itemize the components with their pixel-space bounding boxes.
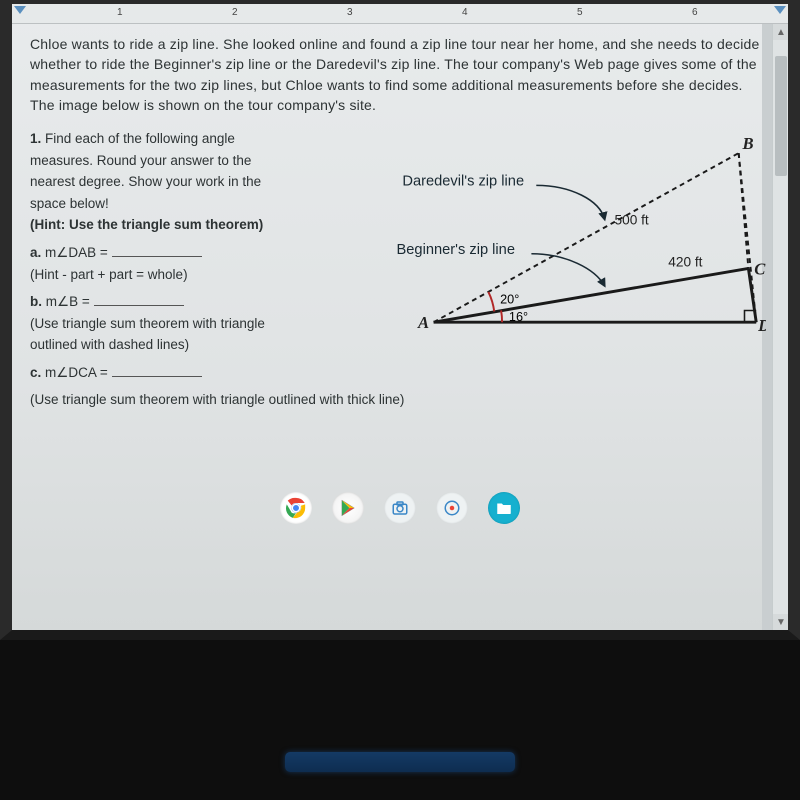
gallery-icon[interactable] bbox=[436, 492, 468, 524]
angle-CAD-mark bbox=[501, 311, 502, 323]
question-number: 1. bbox=[30, 131, 41, 146]
laptop-screen: 1 2 3 4 5 6 ▲ ▼ Chloe wants to ride a zi… bbox=[0, 0, 800, 640]
left-indent-marker[interactable] bbox=[14, 6, 26, 18]
vertex-A: A bbox=[417, 313, 429, 332]
laptop-bezel bbox=[0, 640, 800, 800]
subq-c-text: m∠DCA = bbox=[41, 365, 108, 380]
angle-CAD-value: 16° bbox=[509, 310, 528, 324]
segment-BD bbox=[739, 153, 757, 322]
ruler-mark: 3 bbox=[347, 7, 353, 18]
scroll-thumb[interactable] bbox=[775, 56, 787, 176]
ruler-mark: 2 bbox=[232, 7, 238, 18]
subq-a-label: a. bbox=[30, 245, 41, 260]
intro-paragraph: Chloe wants to ride a zip line. She look… bbox=[30, 34, 766, 115]
right-indent-marker[interactable] bbox=[774, 6, 786, 18]
question-lead: Find each of the following angle bbox=[41, 131, 235, 146]
chrome-icon[interactable] bbox=[280, 492, 312, 524]
ruler-mark: 4 bbox=[462, 7, 468, 18]
scroll-up-button[interactable]: ▲ bbox=[773, 24, 789, 40]
question-hint-main: (Hint: Use the triangle sum theorem) bbox=[30, 215, 365, 235]
zipline-diagram: Daredevil's zip line Beginner's zip line… bbox=[375, 129, 766, 359]
camera-icon[interactable] bbox=[384, 492, 416, 524]
beginner-pointer bbox=[531, 254, 604, 286]
subq-b-hint: outlined with dashed lines) bbox=[30, 335, 365, 355]
ruler-mark: 6 bbox=[692, 7, 698, 18]
segment-BC bbox=[739, 153, 749, 268]
question-text-column: 1. Find each of the following angle meas… bbox=[30, 129, 365, 384]
question-lead: space below! bbox=[30, 194, 365, 214]
vertical-scrollbar[interactable]: ▲ ▼ bbox=[772, 24, 788, 630]
ab-length: 500 ft bbox=[614, 213, 648, 228]
answer-blank-a[interactable] bbox=[112, 244, 202, 258]
daredevil-pointer bbox=[536, 186, 604, 220]
question-lead: measures. Round your answer to the bbox=[30, 151, 365, 171]
diagram-column: Daredevil's zip line Beginner's zip line… bbox=[375, 129, 766, 384]
daredevil-label: Daredevil's zip line bbox=[402, 174, 524, 190]
answer-blank-c[interactable] bbox=[112, 363, 202, 377]
subq-b-hint: (Use triangle sum theorem with triangle bbox=[30, 314, 365, 334]
angle-BAC-mark bbox=[488, 292, 494, 312]
subq-c-label: c. bbox=[30, 365, 41, 380]
subq-b-text: m∠B = bbox=[42, 294, 90, 309]
ruler-mark: 5 bbox=[577, 7, 583, 18]
taskbar bbox=[280, 492, 520, 524]
scroll-down-button[interactable]: ▼ bbox=[773, 614, 789, 630]
subq-c-hint: (Use triangle sum theorem with triangle … bbox=[30, 390, 766, 410]
question-lead: nearest degree. Show your work in the bbox=[30, 172, 365, 192]
beginner-label: Beginner's zip line bbox=[397, 242, 516, 258]
vertex-B: B bbox=[742, 134, 754, 153]
subq-a-hint: (Hint - part + part = whole) bbox=[30, 265, 365, 285]
ac-length: 420 ft bbox=[668, 255, 702, 270]
document-body: Chloe wants to ride a zip line. She look… bbox=[12, 24, 788, 420]
play-store-icon[interactable] bbox=[332, 492, 364, 524]
ruler: 1 2 3 4 5 6 bbox=[12, 4, 788, 24]
fingerprint-bar[interactable] bbox=[285, 752, 515, 772]
answer-blank-b[interactable] bbox=[94, 293, 184, 307]
ruler-mark: 1 bbox=[117, 7, 123, 18]
subq-a-text: m∠DAB = bbox=[41, 245, 108, 260]
files-icon[interactable] bbox=[488, 492, 520, 524]
vertex-D: D bbox=[757, 316, 766, 335]
subq-b-label: b. bbox=[30, 294, 42, 309]
angle-BAC-value: 20° bbox=[500, 293, 519, 307]
vertex-C: C bbox=[754, 259, 766, 278]
